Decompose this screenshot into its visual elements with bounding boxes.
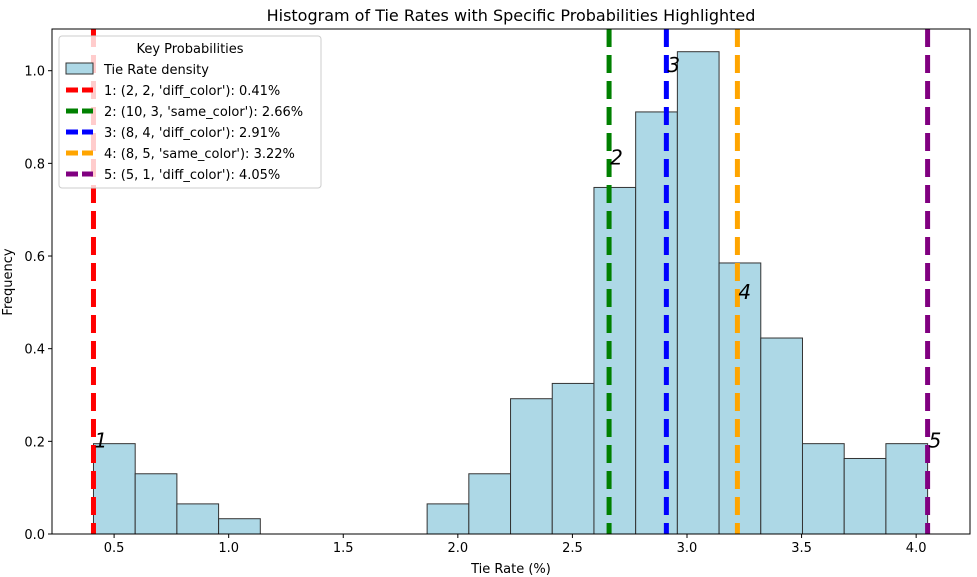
x-tick-label: 4.0: [906, 541, 927, 556]
probability-annotation: 3: [667, 53, 680, 77]
legend-frame: [58, 35, 322, 189]
histogram-bar: [843, 457, 887, 535]
x-tick-label: 3.5: [791, 541, 812, 556]
legend: Key Probabilities Tie Rate density 1: (2,…: [58, 35, 322, 189]
y-tick-label: 0.4: [24, 343, 45, 358]
histogram-bar: [176, 503, 220, 535]
legend-title: Key Probabilities: [136, 42, 243, 57]
annotation-group: 1 2 3 4 5: [94, 53, 941, 452]
histogram-bar: [134, 473, 178, 535]
legend-label: 3: (8, 4, 'diff_color'): 2.91%: [104, 126, 280, 141]
histogram-bar: [551, 382, 595, 535]
legend-label: 4: (8, 5, 'same_color'): 3.22%: [104, 147, 295, 162]
x-tick-label: 2.5: [562, 541, 583, 556]
histogram-bar: [760, 337, 803, 535]
histogram-bar: [510, 398, 553, 535]
histogram-bar: [885, 443, 929, 535]
legend-items: Tie Rate density 1: (2, 2, 'diff_color'):…: [65, 62, 303, 183]
histogram-bar: [593, 186, 637, 535]
y-axis-label: Frequency: [1, 248, 16, 315]
x-axis-ticks: 0.5 1.0 1.5 2.0 2.5 3.0 3.5 4.0: [104, 534, 927, 556]
probability-annotation: 1: [94, 428, 107, 452]
y-axis-ticks: 0.0 0.2 0.4 0.6 0.8 1.0: [24, 65, 52, 543]
x-tick-label: 0.5: [104, 541, 125, 556]
y-tick-label: 0.6: [24, 250, 45, 265]
histogram-bar: [92, 443, 136, 535]
legend-label: 1: (2, 2, 'diff_color'): 0.41%: [104, 84, 280, 99]
x-tick-label: 1.0: [218, 541, 239, 556]
legend-label: 2: (10, 3, 'same_color'): 2.66%: [104, 105, 303, 120]
histogram-bar: [218, 518, 261, 535]
histogram-bar: [801, 443, 845, 535]
legend-label: 5: (5, 1, 'diff_color'): 4.05%: [104, 168, 280, 183]
plot-frame: [51, 28, 971, 535]
y-tick-label: 0.2: [24, 435, 45, 450]
x-tick-label: 3.0: [677, 541, 698, 556]
x-tick-label: 1.5: [333, 541, 354, 556]
histogram-bar: [676, 51, 720, 535]
histogram-bar: [426, 503, 470, 535]
x-axis-label: Tie Rate (%): [470, 562, 551, 577]
y-tick-label: 1.0: [24, 65, 45, 80]
histogram-bar: [635, 111, 678, 535]
legend-label: Tie Rate density: [103, 63, 209, 78]
chart-title: Histogram of Tie Rates with Specific Pro…: [267, 6, 756, 25]
y-tick-label: 0.0: [24, 528, 45, 543]
y-tick-label: 0.8: [24, 157, 45, 172]
x-tick-label: 2.0: [447, 541, 468, 556]
probability-annotation: 4: [738, 280, 751, 304]
probability-annotation: 5: [929, 428, 942, 452]
bar-group: [92, 51, 929, 535]
probability-annotation: 2: [610, 146, 623, 170]
legend-swatch: [65, 62, 94, 75]
histogram-bar: [468, 473, 512, 535]
